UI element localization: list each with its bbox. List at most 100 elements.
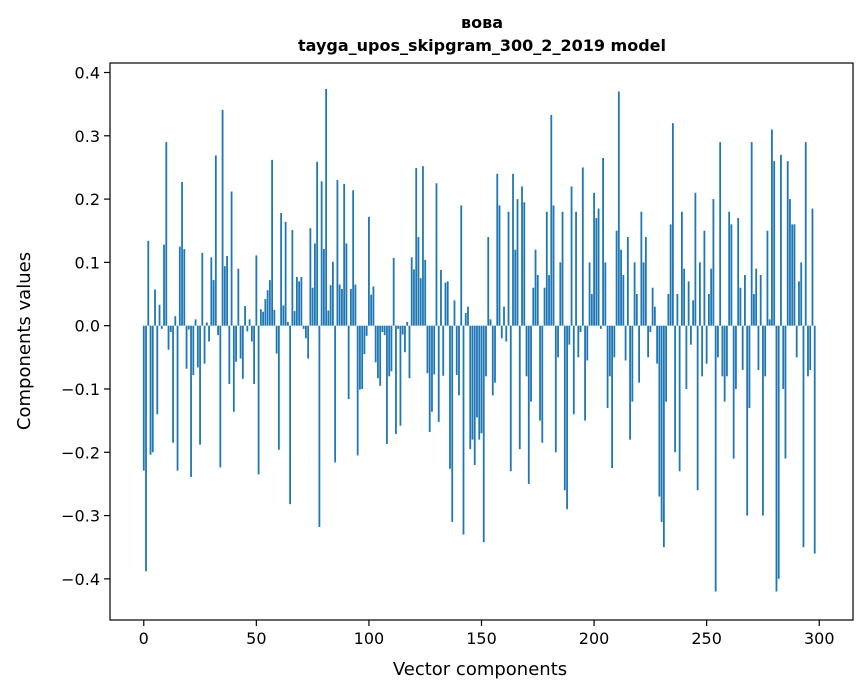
bar [786, 161, 789, 326]
bar [789, 199, 791, 326]
bar [615, 230, 618, 326]
bar [660, 325, 663, 522]
bar [156, 325, 159, 415]
bar [656, 325, 659, 364]
bar [739, 287, 742, 326]
bar [642, 262, 645, 326]
bar [212, 280, 215, 326]
bar [561, 211, 564, 326]
bar [530, 325, 532, 402]
bar [172, 325, 174, 443]
bar [494, 325, 496, 383]
bar [804, 142, 807, 326]
bar [572, 325, 575, 415]
bar [644, 237, 647, 326]
bar [640, 211, 643, 326]
bar [638, 325, 641, 383]
bar [460, 205, 463, 326]
bar [737, 218, 740, 326]
bar [590, 294, 593, 326]
bar [401, 325, 404, 335]
bar [426, 325, 429, 374]
bar [196, 325, 199, 368]
bar [341, 288, 343, 326]
bar [205, 322, 208, 326]
bar [458, 325, 460, 396]
bar [608, 325, 611, 377]
bar [374, 325, 377, 363]
bar [365, 325, 368, 336]
bar [674, 325, 677, 453]
x-tick-label: 100 [354, 629, 385, 648]
bar [347, 325, 350, 400]
bar [318, 325, 321, 527]
bar [505, 325, 508, 342]
bar [293, 311, 296, 326]
bar [606, 325, 609, 408]
bar [255, 255, 258, 326]
bar [163, 244, 165, 326]
bar [167, 325, 170, 350]
bar [241, 325, 244, 379]
bar [509, 325, 512, 472]
bar [473, 325, 476, 465]
bar [485, 325, 487, 377]
bar [253, 325, 255, 384]
bar [662, 325, 665, 548]
bar [289, 325, 292, 505]
bar [491, 325, 494, 396]
bar [325, 88, 328, 326]
bar [354, 284, 357, 326]
y-tick-label: 0.2 [75, 190, 100, 209]
bar [408, 325, 411, 379]
bar [392, 257, 395, 326]
bar [534, 249, 537, 326]
bar [350, 288, 352, 326]
bar [699, 262, 701, 326]
bar [777, 325, 780, 579]
bar [750, 142, 753, 326]
bar [730, 224, 733, 326]
bar [791, 224, 794, 326]
bar [219, 325, 222, 468]
bar [415, 168, 418, 326]
bar [717, 325, 719, 358]
bar [361, 325, 364, 389]
y-axis-label: Components values [14, 252, 35, 430]
bar [440, 269, 442, 326]
bar [232, 325, 235, 412]
bar [381, 325, 384, 333]
bar [809, 325, 812, 370]
bar [813, 325, 816, 554]
x-tick-label: 250 [691, 629, 722, 648]
bar [214, 155, 217, 326]
bar [595, 218, 598, 326]
bar [631, 325, 634, 402]
bar [165, 142, 168, 326]
bar [228, 325, 231, 384]
bar [780, 154, 782, 326]
bar [286, 321, 289, 326]
bar [588, 262, 591, 326]
bar [431, 325, 433, 412]
bar [300, 276, 303, 326]
bar [629, 325, 631, 440]
bar [268, 280, 271, 326]
bar [593, 192, 595, 326]
bar [244, 306, 246, 326]
bar [332, 261, 334, 326]
bar [755, 268, 758, 326]
x-tick-label: 0 [139, 629, 149, 648]
bar [379, 325, 382, 386]
bar [518, 325, 521, 450]
bar [221, 109, 224, 326]
bar [516, 199, 519, 326]
bar [557, 325, 559, 358]
bar [250, 325, 253, 342]
bar [151, 325, 154, 453]
bar [226, 256, 228, 326]
bar [732, 325, 735, 459]
bar [771, 129, 773, 326]
bar [543, 287, 546, 326]
bar [316, 161, 319, 326]
